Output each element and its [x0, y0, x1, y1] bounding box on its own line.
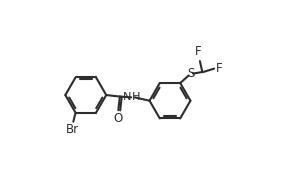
Text: S: S [187, 67, 194, 80]
Text: F: F [216, 62, 223, 75]
Text: N: N [123, 92, 131, 102]
Text: F: F [195, 46, 202, 58]
Text: Br: Br [66, 123, 79, 136]
Text: O: O [113, 112, 123, 125]
Text: H: H [132, 92, 140, 102]
